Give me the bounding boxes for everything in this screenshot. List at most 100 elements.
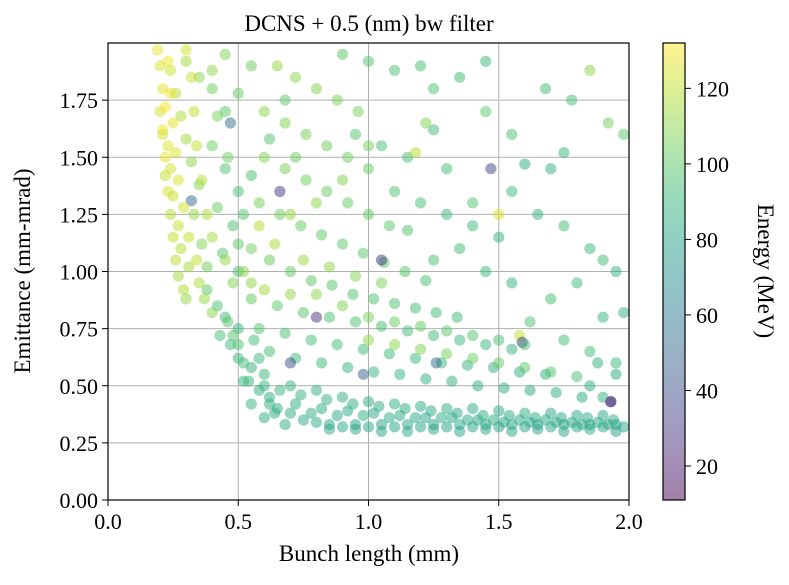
scatter-point (310, 416, 322, 428)
scatter-point (503, 409, 515, 422)
scatter-point (558, 334, 570, 346)
scatter-point (498, 382, 510, 394)
scatter-point (172, 220, 184, 232)
scatter-point (188, 106, 200, 118)
scatter-point (201, 284, 213, 296)
scatter-point (399, 265, 411, 278)
scatter-point (172, 270, 184, 282)
y-tick-label: 1.00 (60, 260, 99, 285)
scatter-point (558, 147, 570, 159)
scatter-point (566, 94, 578, 106)
scatter-point (441, 421, 453, 433)
scatter-point (175, 110, 187, 122)
scatter-point (357, 368, 369, 380)
scatter-point (206, 83, 218, 95)
scatter-point (357, 343, 369, 355)
scatter-point (162, 55, 174, 67)
scatter-point (279, 117, 291, 129)
scatter-point (323, 311, 335, 323)
scatter-point (451, 311, 463, 323)
colorbar-ticks: 20 40 60 80 100 120 (685, 76, 729, 479)
scatter-point (162, 140, 174, 152)
scatter-point (336, 48, 349, 61)
scatter-point (375, 277, 388, 289)
y-tick-label: 1.75 (60, 88, 99, 113)
scatter-point (222, 151, 234, 163)
scatter-point (237, 265, 250, 278)
scatter-point (545, 366, 557, 378)
scatter-point (185, 156, 197, 168)
scatter-point (428, 83, 440, 95)
scatter-point (454, 425, 466, 437)
scatter-point (389, 64, 401, 76)
x-tick-label: 2.0 (615, 509, 643, 534)
scatter-point (258, 284, 270, 296)
scatter-point (269, 238, 281, 250)
scatter-point (284, 407, 296, 419)
x-tick-label: 0.5 (225, 509, 253, 534)
scatter-point (461, 414, 474, 426)
scatter-point (352, 106, 364, 118)
scatter-point (305, 407, 317, 419)
scatter-point (191, 140, 203, 152)
scatter-point (485, 163, 497, 175)
scatter-point (245, 243, 257, 255)
scatter-point (430, 357, 442, 369)
scatter-point (441, 163, 453, 175)
scatter-point (610, 265, 622, 278)
scatter-point (435, 412, 447, 424)
scatter-point (300, 128, 312, 140)
scatter-point (506, 277, 518, 289)
scatter-point (164, 163, 177, 175)
scatter-point (263, 133, 276, 145)
scatter-point (336, 300, 349, 312)
scatter-point (347, 288, 359, 300)
scatter-point (428, 423, 440, 435)
scatter-point (373, 400, 385, 412)
scatter-point (362, 140, 375, 152)
scatter-point (584, 380, 596, 392)
scatter-point (180, 44, 192, 56)
scatter-point (151, 44, 164, 56)
scatter-point (321, 140, 333, 152)
scatter-point (180, 55, 192, 67)
scatter-point (172, 174, 184, 186)
scatter-point (362, 421, 375, 433)
scatter-point (232, 185, 244, 198)
scatter-point (167, 190, 179, 202)
scatter-point (279, 327, 291, 339)
scatter-point (362, 55, 375, 67)
scatter-point (415, 400, 427, 412)
scatter-point (506, 343, 518, 355)
scatter-point (206, 140, 218, 152)
scatter-point (555, 412, 567, 424)
y-tick-label: 0.00 (60, 488, 99, 513)
scatter-point (402, 325, 414, 337)
scatter-point (331, 94, 343, 106)
scatter-point (420, 117, 432, 129)
scatter-point (362, 334, 375, 346)
scatter-point (610, 368, 622, 380)
scatter-point (284, 265, 296, 278)
scatter-point (245, 398, 257, 410)
colorbar-tick-label: 20 (696, 454, 718, 479)
scatter-point (375, 254, 388, 266)
scatter-point (253, 197, 265, 209)
scatter-point (331, 339, 343, 351)
scatter-point (584, 243, 596, 255)
scatter-point (342, 361, 354, 374)
scatter-point (323, 423, 335, 435)
scatter-point (274, 208, 286, 220)
scatter-point (198, 293, 210, 305)
scatter-point (375, 425, 388, 437)
scatter-point (446, 375, 458, 387)
scatter-point (183, 231, 195, 243)
colorbar-tick-label: 120 (696, 76, 729, 101)
scatter-point (441, 208, 453, 220)
scatter-point (185, 71, 197, 83)
scatter-point (310, 197, 322, 209)
scatter-point (170, 254, 182, 266)
scatter-point (487, 414, 500, 426)
scatter-point (493, 208, 505, 220)
